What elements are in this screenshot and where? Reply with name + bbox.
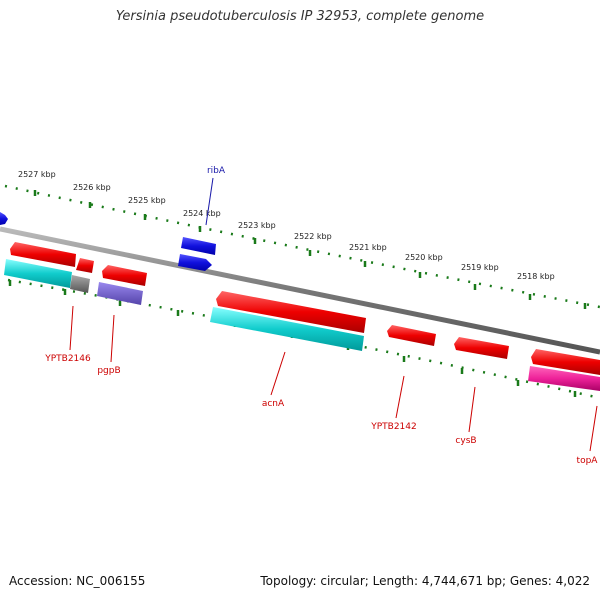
outer-ruler [4,184,600,309]
gene-labels: ribA YPTB2146 pgpB acnA YPTB2142 cysB to… [44,166,598,466]
ruler-labels: 2527 kbp 2526 kbp 2525 kbp 2524 kbp 2523… [18,170,555,281]
gene-feature-red[interactable] [76,258,94,273]
gene-feature-acnA-red[interactable] [216,291,366,333]
label-leaders [69,177,598,452]
ruler-label: 2520 kbp [405,253,443,262]
ruler-label: 2527 kbp [18,170,56,179]
gene-label-topA: topA [577,456,599,466]
gene-feature-cysB[interactable] [454,337,509,359]
gene-feature-blue[interactable] [178,254,212,271]
features [0,212,600,391]
map-title: Yersinia pseudotuberculosis IP 32953, co… [115,9,485,24]
genome-summary-text: Topology: circular; Length: 4,744,671 bp… [260,574,590,588]
ruler-label: 2521 kbp [349,243,387,252]
gene-label-pgpB: pgpB [97,366,120,376]
ruler-label: 2519 kbp [461,263,499,272]
gene-label-YPTB2142: YPTB2142 [370,422,417,432]
gene-feature-ribA[interactable] [181,237,216,255]
genome-backbone [0,226,600,355]
gene-label-YPTB2146: YPTB2146 [44,354,91,364]
gene-feature-grey[interactable] [70,275,90,293]
gene-feature-red[interactable] [10,242,76,267]
gene-label-acnA: acnA [262,399,285,409]
gene-feature-blue[interactable] [0,212,8,225]
gene-label-cysB: cysB [455,436,476,446]
gene-feature-topA[interactable] [531,349,600,375]
gene-feature-acnA[interactable] [210,307,364,351]
ruler-label: 2526 kbp [73,183,111,192]
gene-feature-YPTB2142[interactable] [387,325,436,346]
ruler-label: 2518 kbp [517,272,555,281]
gene-feature-pgpB[interactable] [97,282,143,305]
ruler-label: 2523 kbp [238,221,276,230]
ruler-label: 2525 kbp [128,196,166,205]
ruler-label: 2524 kbp [183,209,221,218]
gene-feature-magenta[interactable] [528,366,600,391]
accession-text: Accession: NC_006155 [9,574,146,588]
gene-feature-YPTB2146[interactable] [4,259,72,288]
ruler-label: 2522 kbp [294,232,332,241]
gene-feature-red[interactable] [102,265,147,286]
gene-label-ribA: ribA [207,166,226,176]
